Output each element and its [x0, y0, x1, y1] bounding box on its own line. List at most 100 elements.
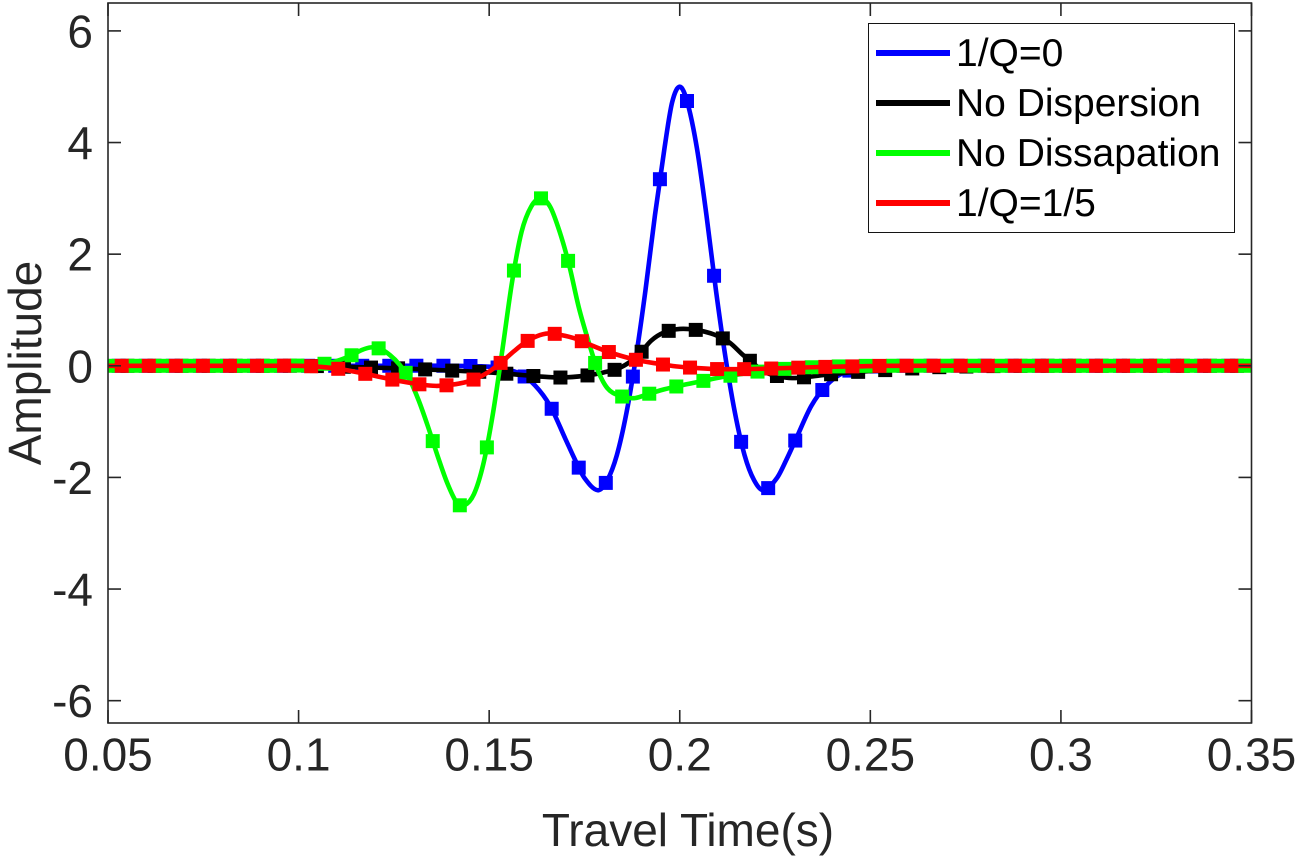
- x-axis-label: Travel Time(s): [541, 804, 835, 856]
- data-marker: [195, 358, 210, 373]
- series-layer: [108, 84, 1252, 513]
- data-marker: [580, 368, 595, 383]
- data-marker: [679, 94, 694, 108]
- x-tick-label: 0.05: [63, 729, 153, 781]
- legend-label: No Dispersion: [956, 81, 1201, 125]
- y-tick-label: -6: [52, 675, 93, 727]
- y-tick-label: 4: [67, 117, 93, 169]
- series-line-2: [108, 196, 1252, 509]
- data-marker: [479, 440, 494, 455]
- data-marker: [547, 326, 562, 341]
- data-marker: [1061, 358, 1076, 373]
- data-marker: [688, 322, 703, 337]
- data-marker: [526, 369, 541, 383]
- data-marker: [625, 369, 640, 384]
- data-marker: [628, 352, 643, 367]
- y-tick-label: 6: [67, 5, 93, 57]
- x-tick-label: 0.15: [444, 729, 534, 781]
- data-marker: [418, 362, 433, 377]
- x-tick-label: 0.25: [826, 729, 916, 781]
- legend-item: 1/Q=0: [876, 28, 1234, 78]
- data-marker: [815, 383, 830, 398]
- data-marker: [445, 363, 460, 378]
- x-tick-label: 0.35: [1207, 729, 1297, 781]
- data-marker: [520, 333, 535, 348]
- data-marker: [845, 359, 860, 374]
- data-marker: [277, 358, 292, 373]
- data-marker: [791, 360, 806, 375]
- data-marker: [696, 373, 711, 388]
- data-marker: [534, 191, 549, 206]
- data-marker: [669, 379, 684, 394]
- data-marker: [899, 358, 914, 373]
- data-marker: [439, 378, 454, 393]
- x-tick-label: 0.2: [648, 729, 712, 781]
- data-marker: [1007, 358, 1022, 373]
- legend-line-sample-red: [876, 200, 950, 206]
- data-marker: [493, 355, 508, 370]
- data-marker: [358, 366, 373, 381]
- data-marker: [168, 358, 183, 373]
- data-marker: [1116, 358, 1131, 373]
- data-marker: [544, 401, 559, 416]
- data-marker: [661, 323, 676, 338]
- data-marker: [872, 358, 887, 373]
- legend-line-sample-black: [876, 100, 950, 106]
- data-marker: [344, 348, 359, 363]
- data-marker: [683, 360, 698, 375]
- legend-label: 1/Q=0: [956, 31, 1064, 75]
- data-marker: [652, 172, 667, 187]
- y-tick-label: 2: [67, 229, 93, 281]
- data-marker: [788, 433, 803, 448]
- data-marker: [1088, 358, 1103, 373]
- data-marker: [553, 370, 568, 385]
- data-marker: [615, 389, 630, 404]
- data-marker: [506, 263, 521, 278]
- y-tick-label: 0: [67, 340, 93, 392]
- data-marker: [607, 362, 622, 377]
- legend-line-sample-blue: [876, 50, 950, 56]
- data-marker: [385, 372, 400, 387]
- data-marker: [466, 372, 481, 387]
- legend-label: 1/Q=1/5: [956, 181, 1096, 225]
- x-tick-label: 0.1: [267, 729, 331, 781]
- data-marker: [250, 358, 265, 373]
- data-marker: [574, 334, 589, 349]
- data-marker: [642, 386, 657, 401]
- data-marker: [723, 368, 738, 383]
- data-marker: [926, 358, 941, 373]
- legend-item: No Dissapation: [876, 128, 1234, 178]
- data-marker: [222, 358, 237, 373]
- y-tick-label: -2: [52, 452, 93, 504]
- data-marker: [601, 345, 616, 360]
- data-marker: [1143, 358, 1158, 373]
- legend-item: No Dispersion: [876, 78, 1234, 128]
- data-marker: [588, 355, 603, 370]
- data-marker: [304, 359, 319, 374]
- y-tick-label: -4: [52, 564, 93, 616]
- data-marker: [953, 358, 968, 373]
- x-tick-label: 0.3: [1029, 729, 1093, 781]
- data-marker: [425, 434, 440, 449]
- data-marker: [561, 253, 576, 268]
- data-marker: [707, 268, 722, 283]
- data-marker: [761, 481, 776, 496]
- legend: 1/Q=0 No Dispersion No Dissapation 1/Q=1…: [868, 23, 1235, 233]
- data-marker: [598, 475, 613, 490]
- data-marker: [141, 358, 156, 373]
- data-marker: [452, 498, 467, 513]
- data-marker: [499, 366, 514, 381]
- legend-label: No Dissapation: [956, 131, 1221, 175]
- data-marker: [734, 434, 749, 449]
- legend-item: 1/Q=1/5: [876, 178, 1234, 228]
- plot-area: [108, 84, 1252, 513]
- data-marker: [398, 365, 413, 380]
- data-marker: [1224, 358, 1239, 373]
- data-marker: [710, 362, 725, 377]
- data-marker: [371, 341, 386, 356]
- data-marker: [737, 362, 752, 377]
- data-marker: [1197, 358, 1212, 373]
- data-marker: [331, 361, 346, 376]
